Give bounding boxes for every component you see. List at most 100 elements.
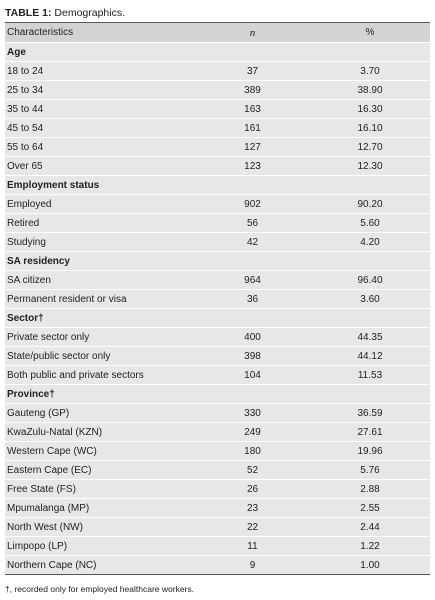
section-header: Sector† xyxy=(5,308,430,328)
percent-cell: 1.00 xyxy=(310,555,430,575)
percent-cell: 19.96 xyxy=(310,441,430,461)
row-label: Eastern Cape (EC) xyxy=(5,460,195,480)
row-label: Studying xyxy=(5,232,195,252)
section-row: SA residency xyxy=(5,251,430,271)
row-label: Mpumalanga (MP) xyxy=(5,498,195,518)
percent-cell: 90.20 xyxy=(310,194,430,214)
title-label: TABLE 1: xyxy=(5,7,52,19)
data-row: 25 to 34 389 38.90 xyxy=(5,80,430,100)
row-label: 18 to 24 xyxy=(5,61,195,81)
row-label: Gauteng (GP) xyxy=(5,403,195,423)
section-row: Age xyxy=(5,42,430,62)
row-label: Permanent resident or visa xyxy=(5,289,195,309)
count-cell: 36 xyxy=(195,289,310,309)
percent-cell: 2.44 xyxy=(310,517,430,537)
row-label: Both public and private sectors xyxy=(5,365,195,385)
data-row: Studying 42 4.20 xyxy=(5,232,430,252)
data-row: KwaZulu-Natal (KZN) 249 27.61 xyxy=(5,422,430,442)
percent-cell: 3.70 xyxy=(310,61,430,81)
count-cell: 180 xyxy=(195,441,310,461)
count-cell: 123 xyxy=(195,156,310,176)
data-row: Gauteng (GP) 330 36.59 xyxy=(5,403,430,423)
count-cell: 902 xyxy=(195,194,310,214)
data-row: Both public and private sectors 104 11.53 xyxy=(5,365,430,385)
demographics-table: Characteristics n% Age 18 to 24 37 3.70 25 to… xyxy=(5,23,430,575)
row-label: Employed xyxy=(5,194,195,214)
percent-cell: 44.12 xyxy=(310,346,430,366)
count-cell: 249 xyxy=(195,422,310,442)
data-row: Retired 56 5.60 xyxy=(5,213,430,233)
table-container: TABLE 1: Demographics. Characteristics n%… xyxy=(5,0,430,594)
data-row: 18 to 24 37 3.70 xyxy=(5,61,430,81)
data-row: Free State (FS) 26 2.88 xyxy=(5,479,430,499)
data-row: 35 to 44 163 16.30 xyxy=(5,99,430,119)
percent-cell: 36.59 xyxy=(310,403,430,423)
percent-cell: 4.20 xyxy=(310,232,430,252)
count-cell: 9 xyxy=(195,555,310,575)
header-row: Characteristics n% xyxy=(5,23,430,43)
data-row: Eastern Cape (EC) 52 5.76 xyxy=(5,460,430,480)
data-row: Mpumalanga (MP) 23 2.55 xyxy=(5,498,430,518)
section-header: Age xyxy=(5,42,430,62)
title-text: Demographics. xyxy=(54,7,126,19)
data-row: Western Cape (WC) 180 19.96 xyxy=(5,441,430,461)
data-row: 45 to 54 161 16.10 xyxy=(5,118,430,138)
percent-cell: 96.40 xyxy=(310,270,430,290)
row-label: SA citizen xyxy=(5,270,195,290)
row-label: Over 65 xyxy=(5,156,195,176)
count-cell: 161 xyxy=(195,118,310,138)
percent-cell: 38.90 xyxy=(310,80,430,100)
percent-cell: 1.22 xyxy=(310,536,430,556)
row-label: Limpopo (LP) xyxy=(5,536,195,556)
data-row: SA citizen 964 96.40 xyxy=(5,270,430,290)
count-cell: 964 xyxy=(195,270,310,290)
section-row: Sector† xyxy=(5,308,430,328)
count-cell: 398 xyxy=(195,346,310,366)
column-header: Characteristics xyxy=(5,23,195,43)
percent-cell: 2.55 xyxy=(310,498,430,518)
row-label: Private sector only xyxy=(5,327,195,347)
section-header: Province† xyxy=(5,384,430,404)
percent-cell: 27.61 xyxy=(310,422,430,442)
count-cell: 56 xyxy=(195,213,310,233)
percent-cell: 12.70 xyxy=(310,137,430,157)
section-row: Employment status xyxy=(5,175,430,195)
section-header: SA residency xyxy=(5,251,430,271)
count-cell: 26 xyxy=(195,479,310,499)
data-row: Permanent resident or visa 36 3.60 xyxy=(5,289,430,309)
percent-cell: 5.76 xyxy=(310,460,430,480)
data-row: Private sector only 400 44.35 xyxy=(5,327,430,347)
data-row: Employed 902 90.20 xyxy=(5,194,430,214)
row-label: 55 to 64 xyxy=(5,137,195,157)
percent-cell: 3.60 xyxy=(310,289,430,309)
row-label: Northern Cape (NC) xyxy=(5,555,195,575)
data-row: Northern Cape (NC) 9 1.00 xyxy=(5,555,430,575)
row-label: 45 to 54 xyxy=(5,118,195,138)
row-label: Retired xyxy=(5,213,195,233)
footnote: †, recorded only for employed healthcare… xyxy=(5,584,194,594)
data-row: Over 65 123 12.30 xyxy=(5,156,430,176)
count-cell: 104 xyxy=(195,365,310,385)
count-cell: 330 xyxy=(195,403,310,423)
column-header: % xyxy=(310,23,430,43)
data-row: State/public sector only 398 44.12 xyxy=(5,346,430,366)
column-header: n xyxy=(195,23,310,43)
data-row: North West (NW) 22 2.44 xyxy=(5,517,430,537)
percent-cell: 16.30 xyxy=(310,99,430,119)
row-label: North West (NW) xyxy=(5,517,195,537)
row-label: 25 to 34 xyxy=(5,80,195,100)
count-cell: 52 xyxy=(195,460,310,480)
percent-cell: 11.53 xyxy=(310,365,430,385)
section-row: Province† xyxy=(5,384,430,404)
count-cell: 23 xyxy=(195,498,310,518)
percent-cell: 12.30 xyxy=(310,156,430,176)
row-label: State/public sector only xyxy=(5,346,195,366)
row-label: KwaZulu-Natal (KZN) xyxy=(5,422,195,442)
table-body: Age 18 to 24 37 3.70 25 to 34 389 38.90 35 to 4… xyxy=(5,42,430,575)
count-cell: 11 xyxy=(195,536,310,556)
table-title: TABLE 1: Demographics. xyxy=(5,0,430,23)
data-row: 55 to 64 127 12.70 xyxy=(5,137,430,157)
count-cell: 127 xyxy=(195,137,310,157)
percent-cell: 5.60 xyxy=(310,213,430,233)
count-cell: 400 xyxy=(195,327,310,347)
